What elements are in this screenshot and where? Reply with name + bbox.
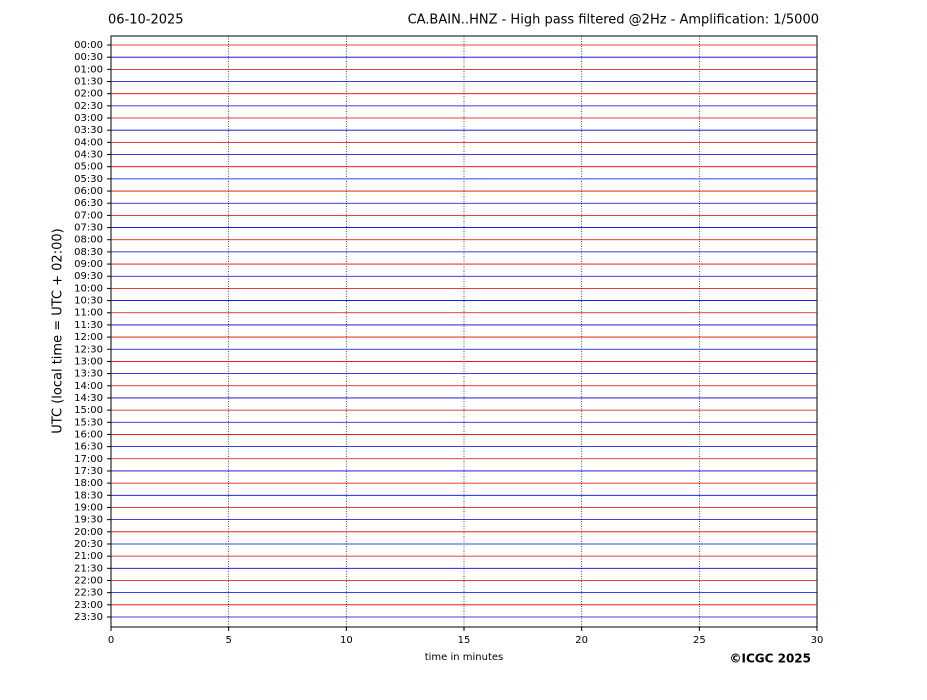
y-tick-label: 03:00 bbox=[74, 113, 103, 124]
y-tick-label: 01:30 bbox=[74, 77, 103, 88]
y-tick-label: 05:30 bbox=[74, 174, 103, 185]
x-tick-label: 5 bbox=[225, 635, 231, 646]
y-tick-label: 07:00 bbox=[74, 210, 103, 221]
x-tick-label: 0 bbox=[108, 635, 114, 646]
y-tick-label: 23:00 bbox=[74, 600, 103, 611]
y-tick-label: 16:30 bbox=[74, 442, 103, 453]
y-tick-label: 08:00 bbox=[74, 235, 103, 246]
y-axis-label: UTC (local time = UTC + 02:00) bbox=[51, 228, 66, 433]
y-tick-label: 21:30 bbox=[74, 563, 103, 574]
y-tick-label: 09:30 bbox=[74, 271, 103, 282]
y-tick-label: 10:30 bbox=[74, 296, 103, 307]
y-tick-label: 21:00 bbox=[74, 551, 103, 562]
y-tick-label: 23:30 bbox=[74, 612, 103, 623]
y-tick-label: 22:00 bbox=[74, 575, 103, 586]
y-tick-label: 16:00 bbox=[74, 429, 103, 440]
x-tick-label: 20 bbox=[575, 635, 588, 646]
y-tick-label: 14:00 bbox=[74, 381, 103, 392]
y-tick-label: 06:30 bbox=[74, 198, 103, 209]
y-tick-label: 13:00 bbox=[74, 356, 103, 367]
y-tick-label: 02:00 bbox=[74, 89, 103, 100]
y-tick-label: 10:00 bbox=[74, 283, 103, 294]
y-tick-label: 12:00 bbox=[74, 332, 103, 343]
y-tick-label: 05:00 bbox=[74, 162, 103, 173]
y-tick-label: 14:30 bbox=[74, 393, 103, 404]
y-tick-label: 15:30 bbox=[74, 417, 103, 428]
y-tick-label: 18:00 bbox=[74, 478, 103, 489]
y-tick-label: 03:30 bbox=[74, 125, 103, 136]
x-tick-label: 25 bbox=[693, 635, 706, 646]
x-tick-label: 15 bbox=[458, 635, 471, 646]
x-tick-label: 30 bbox=[811, 635, 824, 646]
y-tick-label: 07:30 bbox=[74, 223, 103, 234]
y-tick-label: 12:30 bbox=[74, 344, 103, 355]
credit: ©ICGC 2025 bbox=[729, 652, 811, 666]
y-tick-label: 15:00 bbox=[74, 405, 103, 416]
y-tick-label: 20:00 bbox=[74, 527, 103, 538]
y-tick-label: 09:00 bbox=[74, 259, 103, 270]
y-tick-label: 18:30 bbox=[74, 490, 103, 501]
y-tick-label: 06:00 bbox=[74, 186, 103, 197]
y-tick-label: 20:30 bbox=[74, 539, 103, 550]
chart-title: CA.BAIN..HNZ - High pass filtered @2Hz -… bbox=[408, 13, 819, 28]
y-tick-label: 13:30 bbox=[74, 369, 103, 380]
y-tick-label: 00:00 bbox=[74, 40, 103, 51]
y-tick-label: 08:30 bbox=[74, 247, 103, 258]
y-tick-label: 17:30 bbox=[74, 466, 103, 477]
y-tick-label: 22:30 bbox=[74, 588, 103, 599]
y-tick-label: 00:30 bbox=[74, 52, 103, 63]
y-tick-label: 01:00 bbox=[74, 64, 103, 75]
y-tick-label: 04:00 bbox=[74, 137, 103, 148]
y-tick-label: 02:30 bbox=[74, 101, 103, 112]
y-tick-label: 17:00 bbox=[74, 454, 103, 465]
x-axis-label: time in minutes bbox=[425, 652, 504, 663]
y-tick-label: 19:30 bbox=[74, 515, 103, 526]
x-tick-label: 10 bbox=[340, 635, 353, 646]
y-tick-label: 11:00 bbox=[74, 308, 103, 319]
y-tick-label: 19:00 bbox=[74, 502, 103, 513]
y-tick-label: 11:30 bbox=[74, 320, 103, 331]
date: 06-10-2025 bbox=[108, 13, 184, 28]
y-tick-label: 04:30 bbox=[74, 150, 103, 161]
